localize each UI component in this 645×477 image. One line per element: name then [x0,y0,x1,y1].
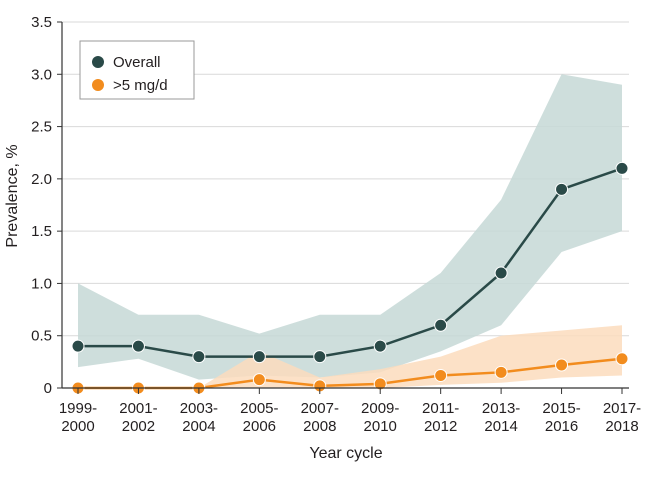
y-tick-labels: 0 0.5 1.0 1.5 2.0 2.5 3.0 3.5 [31,14,62,397]
series-line-0 [78,167,623,358]
x-tick-label: 2012 [424,418,457,435]
data-point-series-0 [71,339,85,353]
x-tick-label: 2017- [603,400,641,417]
x-axis-title: Year cycle [309,445,382,462]
data-point-series-0 [313,350,327,364]
data-point-series-0 [131,339,145,353]
x-tick-label: 2008 [303,418,336,435]
data-point-series-0 [252,350,266,364]
x-tick-label: 2000 [61,418,94,435]
legend-marker-overall [92,56,104,68]
data-point-series-0 [373,339,387,353]
legend-label-gt5: >5 mg/d [113,77,168,94]
legend: Overall >5 mg/d [79,40,195,100]
x-tick-labels: 1999-2000 2001-2002 2003-2004 2005-2006 2007… [59,388,641,435]
x-tick-label: 2004 [182,418,215,435]
x-tick-label: 2007- [301,400,339,417]
y-tick-label: 1.5 [31,223,52,240]
legend-label-overall: Overall [113,54,161,71]
series-points [71,161,629,395]
ci-band-series-0 [78,74,622,380]
legend-marker-gt5 [92,79,104,91]
x-tick-label: 2005- [240,400,278,417]
data-point-series-1 [434,368,448,382]
y-axis-title: Prevalence, % [4,144,21,247]
x-tick-label: 2006 [243,418,276,435]
x-tick-label: 2003- [180,400,218,417]
data-point-series-1 [615,352,629,366]
data-point-series-0 [494,266,508,280]
y-tick-label: 0.5 [31,328,52,345]
x-tick-label: 2014 [484,418,517,435]
x-tick-label: 2015- [542,400,580,417]
x-tick-label: 2013- [482,400,520,417]
y-tick-label: 0 [44,380,52,397]
data-point-series-1 [252,373,266,387]
y-tick-label: 2.0 [31,171,52,188]
x-tick-label: 2011- [422,400,459,417]
y-tick-label: 3.5 [31,14,52,31]
x-tick-label: 2018 [605,418,638,435]
y-tick-label: 1.0 [31,275,52,292]
data-point-series-0 [434,318,448,332]
x-tick-label: 2001- [119,400,157,417]
data-point-series-1 [555,358,569,372]
data-point-series-1 [494,365,508,379]
y-tick-label: 3.0 [31,66,52,83]
x-tick-label: 2009- [361,400,399,417]
data-point-series-0 [555,182,569,196]
data-point-series-0 [615,161,629,175]
data-point-series-0 [192,350,206,364]
x-tick-label: 2016 [545,418,578,435]
x-tick-label: 2002 [122,418,155,435]
x-tick-label: 2010 [364,418,397,435]
y-tick-label: 2.5 [31,119,52,136]
axes [61,22,629,389]
x-tick-label: 1999- [59,400,97,417]
